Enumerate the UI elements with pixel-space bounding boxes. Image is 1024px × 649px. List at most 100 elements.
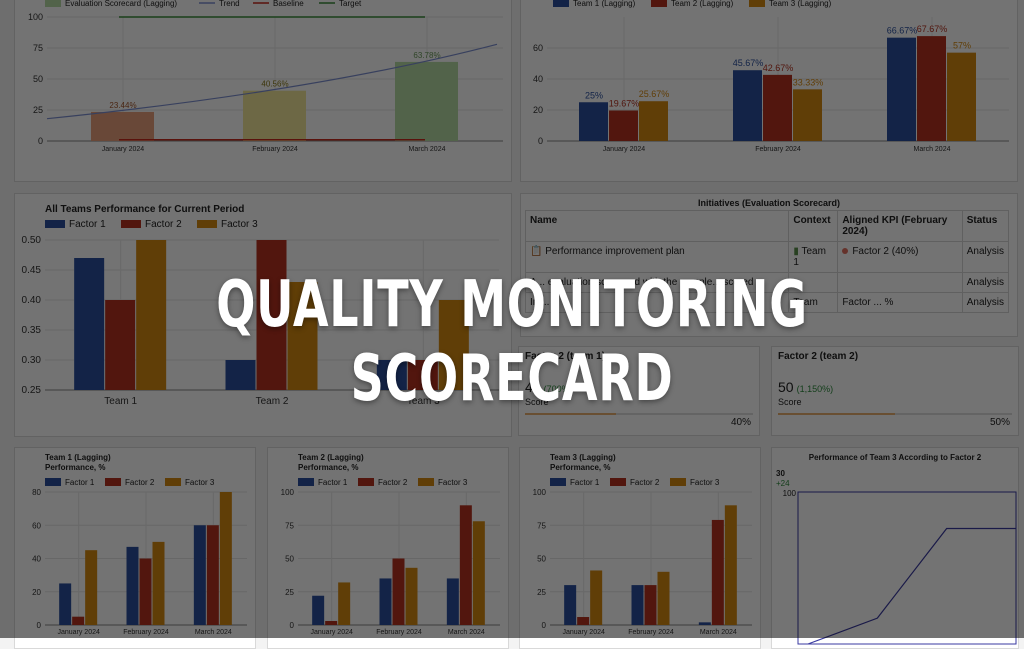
y-tick-label: 50	[537, 555, 546, 564]
kpi-dot-icon	[842, 248, 849, 254]
bar	[193, 525, 206, 625]
y-tick-label: 0.25	[22, 385, 42, 396]
bar	[657, 571, 670, 625]
y-tick-label: 50	[33, 74, 43, 84]
y-tick-label: 0.30	[22, 355, 42, 366]
x-tick-label: March 2024	[700, 629, 737, 636]
bar	[793, 89, 822, 141]
bar	[579, 102, 608, 141]
chart-title: All Teams Performance for Current Period	[45, 204, 244, 215]
initiative-status: Analysis	[961, 272, 1010, 293]
bar	[639, 101, 668, 141]
plot-frame	[797, 491, 1017, 645]
y-tick-label: 0	[290, 621, 295, 630]
bar	[139, 558, 152, 625]
legend-label: Factor 1	[69, 219, 106, 230]
y-tick-label: 60	[32, 521, 41, 530]
team3-factor2-panel: Performance of Team 3 According to Facto…	[771, 447, 1019, 649]
y-tick-label: 0	[538, 136, 543, 146]
bar	[59, 583, 72, 625]
team2-performance-chart: Team 2 (Lagging)Performance, % Factor 1 Fa…	[281, 453, 500, 636]
chart-title: Team 3 (Lagging)	[550, 453, 616, 462]
y-tick-label: 0.45	[22, 265, 42, 276]
y-tick-label: 25	[537, 588, 546, 597]
y-tick-label: 100	[533, 488, 547, 497]
header-status: Status	[961, 210, 1010, 242]
initiative-name: Performance improvement plan	[545, 246, 685, 257]
header-name: Name	[524, 210, 790, 242]
y-tick-label: 100	[28, 12, 43, 22]
initiative-status: Analysis	[961, 241, 1010, 273]
bar	[698, 622, 711, 625]
bar	[631, 585, 644, 625]
x-tick-label: February 2024	[628, 629, 674, 636]
legend-swatch	[165, 478, 181, 486]
legend-label: Factor 3	[221, 219, 258, 230]
legend-swatch	[610, 478, 626, 486]
y-tick-label: 0	[37, 621, 42, 630]
legend-label: Factor 2	[145, 219, 182, 230]
bar	[206, 525, 219, 625]
bar	[243, 90, 306, 141]
bar	[91, 111, 154, 141]
x-tick-label: February 2024	[376, 629, 422, 636]
data-label: 45.67%	[733, 58, 764, 68]
y-tick-label: 75	[537, 521, 546, 530]
y-tick-label: 40	[533, 74, 543, 84]
header-kpi: Aligned KPI (February 2024)	[837, 210, 963, 242]
y-tick-label: 40	[32, 555, 41, 564]
legend-swatch	[121, 220, 141, 228]
y-tick-label: 75	[285, 521, 294, 530]
x-tick-label: February 2024	[123, 629, 169, 636]
y-tick-label: 0.50	[22, 235, 42, 246]
evaluation-scorecard-chart: Evaluation Scorecard (Lagging) Trend Basel…	[28, 0, 503, 153]
summary-delta: +24	[776, 479, 790, 488]
bar	[763, 74, 792, 141]
chart-title: Team 2 (Lagging)	[298, 453, 364, 462]
x-tick-label: March 2024	[914, 146, 951, 153]
bar	[644, 585, 657, 625]
x-tick-label: January 2024	[57, 629, 100, 636]
y-tick-label: 25	[285, 588, 294, 597]
data-label: 57%	[953, 41, 971, 51]
legend-swatch	[358, 478, 374, 486]
legend-label: Factor 2	[378, 478, 408, 487]
legend-swatch	[553, 0, 569, 7]
chart-subtitle: Performance, %	[298, 463, 358, 472]
chart-title: Team 1 (Lagging)	[45, 453, 111, 462]
x-tick-label: Team 1	[104, 396, 137, 407]
legend-swatch	[670, 478, 686, 486]
x-tick-label: February 2024	[252, 146, 298, 153]
bar	[85, 550, 98, 625]
bar	[590, 570, 603, 625]
bar	[105, 300, 136, 390]
x-tick-label: January 2024	[603, 146, 646, 153]
team3-performance-chart: Team 3 (Lagging)Performance, % Factor 1 Fa…	[533, 453, 752, 636]
header-context: Context	[788, 210, 839, 242]
data-label: 66.67%	[887, 26, 918, 36]
bar	[609, 110, 638, 141]
data-label: 33.33%	[793, 77, 824, 87]
legend-label: Team 2 (Lagging)	[671, 0, 734, 8]
legend-swatch	[651, 0, 667, 7]
kpi-progress-text: 50%	[989, 417, 1010, 428]
bar	[887, 37, 916, 141]
bar	[338, 582, 351, 625]
clipboard-icon: 📋	[530, 246, 543, 257]
bar	[947, 52, 976, 141]
bar	[405, 567, 418, 625]
legend-swatch	[298, 478, 314, 486]
legend-label: Target	[339, 0, 362, 8]
legend-label: Evaluation Scorecard (Lagging)	[65, 0, 177, 8]
legend-swatch	[749, 0, 765, 7]
y-tick-label: 0	[38, 136, 43, 146]
legend-label: Factor 3	[185, 478, 215, 487]
legend-label: Factor 1	[318, 478, 348, 487]
legend-label: Factor 2	[125, 478, 155, 487]
summary-value: 30	[776, 469, 785, 478]
bar	[564, 585, 577, 625]
data-label: 67.67%	[917, 24, 948, 34]
data-label: 25.67%	[639, 89, 670, 99]
legend-label: Factor 2	[630, 478, 660, 487]
y-tick-label: 25	[33, 105, 43, 115]
